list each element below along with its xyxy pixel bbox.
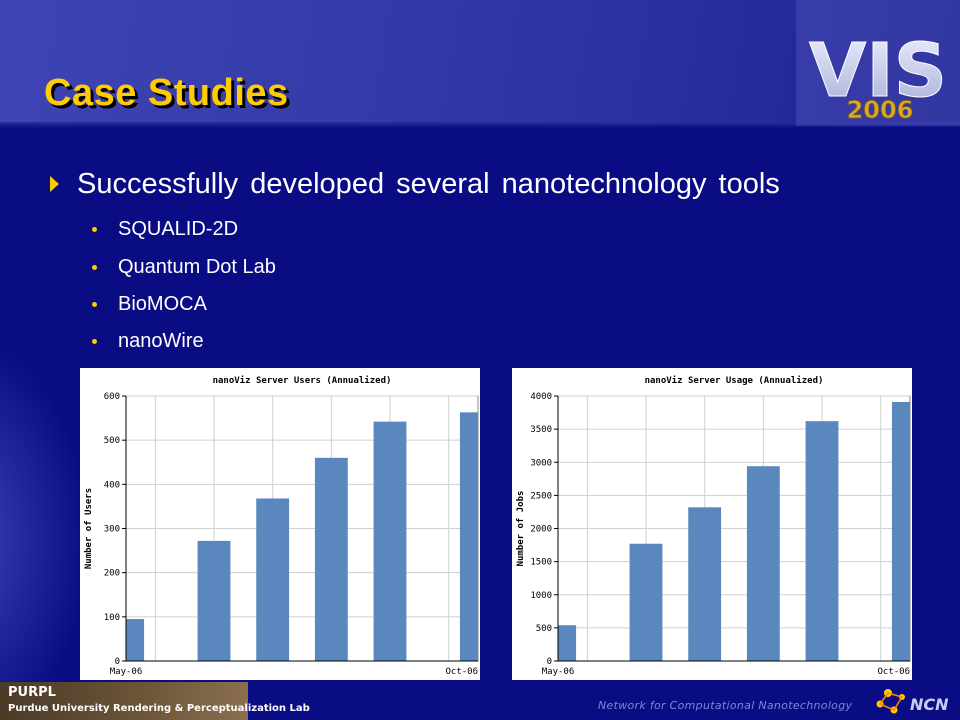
chart-title: nanoViz Server Usage (Annualized)	[645, 375, 824, 386]
users-chart: nanoViz Server Users (Annualized) 0 100 200…	[80, 368, 480, 680]
y-tick-label: 2500	[530, 491, 552, 501]
logo-year-text: 2006	[847, 96, 914, 124]
bar	[256, 498, 290, 661]
y-axis-label: Number of Jobs	[516, 491, 526, 567]
bar	[629, 543, 663, 661]
logo-bond-lines	[878, 692, 904, 711]
y-tick-label: 4000	[530, 392, 552, 402]
sub-item: BioMOCA	[92, 292, 207, 316]
left-glow-decoration	[0, 330, 90, 720]
bar	[373, 421, 407, 661]
purpl-logo: PURPL Purdue University Rendering & Perc…	[0, 682, 310, 720]
sub-item: SQUALID-2D	[92, 217, 238, 241]
bar	[126, 619, 145, 661]
header-divider	[0, 122, 960, 128]
jobs-chart: nanoViz Server Usage (Annualized) 0 500 100…	[512, 368, 912, 680]
y-tick-label: 1500	[530, 558, 552, 568]
chart-title: nanoViz Server Users (Annualized)	[213, 375, 392, 386]
y-tick-label: 600	[104, 392, 120, 402]
sub-item-text: BioMOCA	[118, 292, 207, 315]
chart-svg: nanoViz Server Usage (Annualized) 0 500 100…	[516, 375, 911, 677]
y-tick-label: 0	[547, 657, 552, 667]
logo-vis-text: VIS	[809, 28, 947, 114]
y-tick-label: 2000	[530, 525, 552, 535]
main-bullet-text: Successfully developed several nanotechn…	[77, 167, 780, 200]
x-tick-label: Oct-06	[877, 667, 910, 677]
triangle-bullet-icon	[50, 176, 59, 192]
y-tick-label: 400	[104, 480, 120, 490]
y-tick-label: 200	[104, 569, 120, 579]
y-tick-label: 3000	[530, 458, 552, 468]
logo-backdrop	[796, 0, 960, 126]
purpl-name: PURPL	[8, 685, 56, 700]
bar	[459, 412, 478, 661]
y-tick-label: 500	[104, 436, 120, 446]
sub-item-text: Quantum Dot Lab	[118, 255, 276, 278]
dot-bullet-icon	[92, 338, 97, 344]
sub-item-text: nanoWire	[118, 329, 204, 352]
slide-title: Case Studies	[44, 72, 289, 114]
chart-svg: nanoViz Server Users (Annualized) 0 100 200…	[84, 375, 479, 677]
purpl-full-name: Purdue University Rendering & Perceptual…	[8, 703, 310, 714]
sub-item: Quantum Dot Lab	[92, 255, 276, 279]
x-tick-label: May-06	[110, 667, 143, 677]
dot-bullet-icon	[92, 301, 97, 307]
y-tick-label: 300	[104, 525, 120, 535]
bar	[558, 625, 577, 661]
y-tick-label: 1000	[530, 591, 552, 601]
x-tick-label: Oct-06	[445, 667, 478, 677]
y-tick-label: 0	[115, 657, 120, 667]
vis-2006-logo: VIS 2006	[796, 0, 960, 126]
y-tick-label: 100	[104, 613, 120, 623]
bar	[197, 540, 231, 661]
bar	[805, 421, 839, 661]
x-tick-label: May-06	[542, 667, 575, 677]
bar	[688, 507, 722, 661]
y-axis-label: Number of Users	[84, 488, 94, 569]
ncn-logo: NCN	[876, 689, 949, 714]
bar	[746, 466, 780, 661]
bar	[891, 401, 910, 661]
ncn-logo-text: NCN	[910, 695, 949, 714]
dot-bullet-icon	[92, 264, 97, 270]
sub-item: nanoWire	[92, 329, 204, 353]
sub-item-text: SQUALID-2D	[118, 217, 239, 240]
main-bullet: Successfully developed several nanotechn…	[50, 166, 780, 202]
bar	[314, 457, 348, 661]
footer-text: Network for Computational Nanotechnology	[598, 699, 853, 712]
dot-bullet-icon	[92, 226, 97, 232]
y-tick-label: 500	[536, 624, 552, 634]
y-tick-label: 3500	[530, 425, 552, 435]
header-band	[0, 0, 960, 126]
